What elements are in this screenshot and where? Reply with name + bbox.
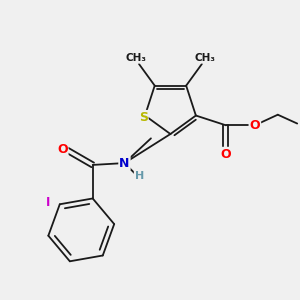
Text: CH₃: CH₃ <box>125 53 146 63</box>
Text: CH₃: CH₃ <box>194 53 215 63</box>
Text: O: O <box>250 119 260 132</box>
Text: S: S <box>139 111 148 124</box>
Text: H: H <box>135 171 144 182</box>
Text: O: O <box>57 143 68 156</box>
Text: I: I <box>46 196 50 209</box>
Text: O: O <box>220 148 231 161</box>
Text: N: N <box>119 157 130 169</box>
